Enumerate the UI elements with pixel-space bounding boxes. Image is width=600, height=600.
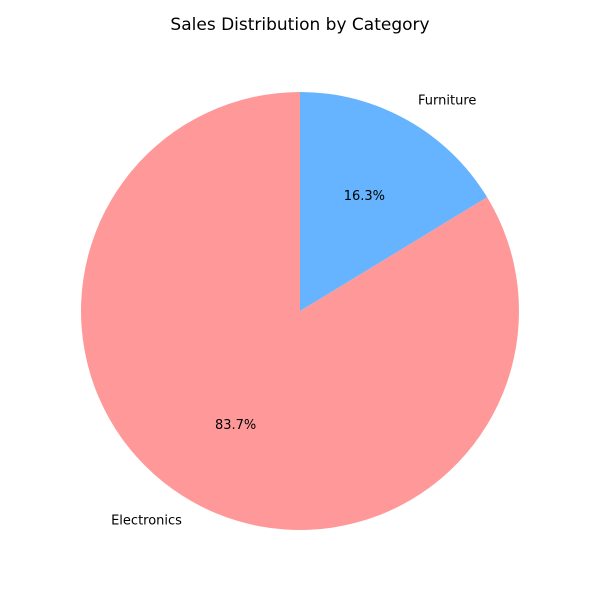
slice-label-electronics: Electronics: [111, 513, 182, 528]
pct-label-furniture: 16.3%: [344, 189, 385, 204]
pie-slices: [80, 92, 520, 531]
pie-slice-furniture: [300, 92, 488, 311]
chart-title: Sales Distribution by Category: [170, 15, 429, 35]
pie-slice-electronics: [80, 92, 520, 531]
pct-label-electronics: 83.7%: [215, 418, 256, 433]
slice-label-furniture: Furniture: [418, 94, 476, 109]
pie-labels: Electronics 83.7% Furniture 16.3%: [111, 94, 476, 529]
